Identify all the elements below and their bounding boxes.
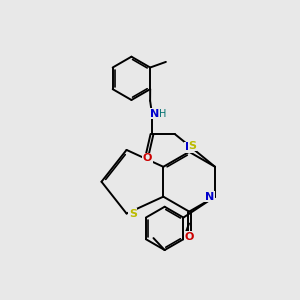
Text: S: S [129, 208, 137, 218]
Text: O: O [184, 232, 194, 242]
Text: O: O [143, 153, 152, 163]
Text: N: N [184, 142, 194, 152]
Text: S: S [189, 140, 197, 151]
Text: N: N [205, 192, 214, 202]
Text: H: H [159, 109, 166, 119]
Text: N: N [150, 109, 160, 119]
